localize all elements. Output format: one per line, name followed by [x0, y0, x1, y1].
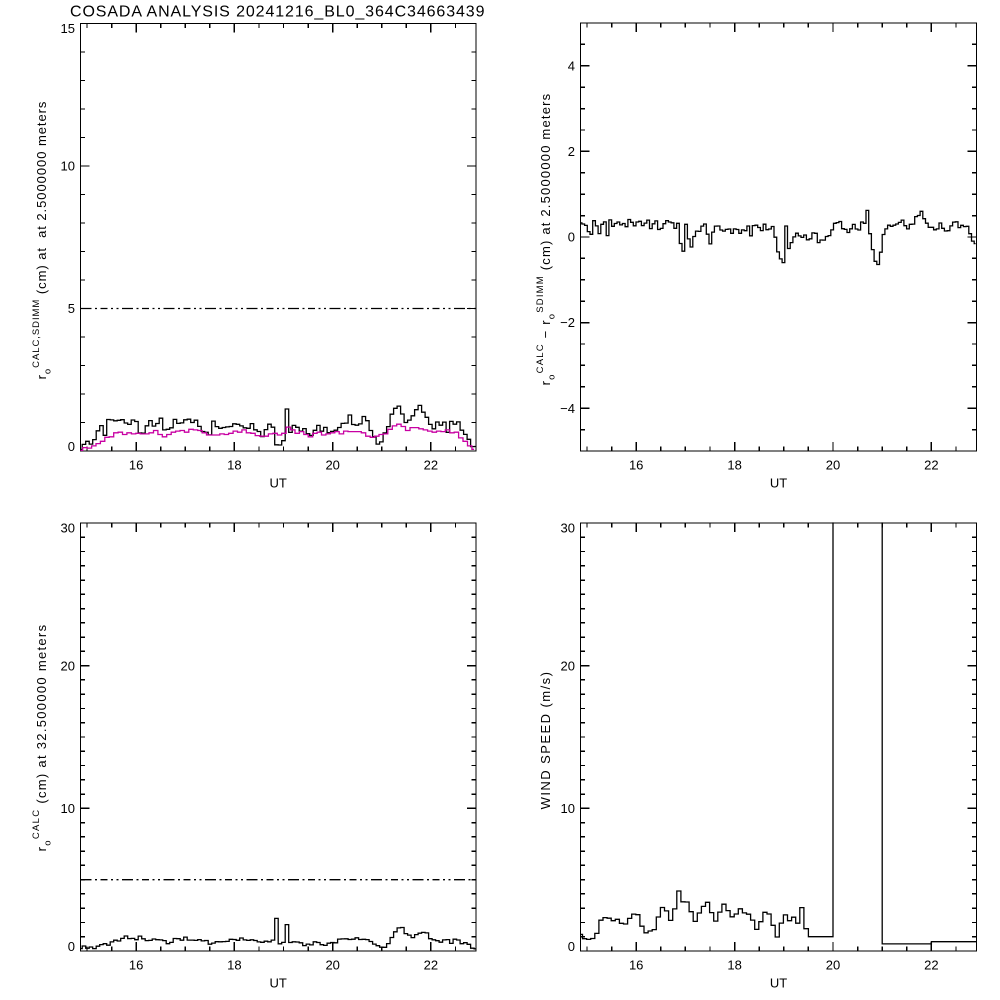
svg-text:20: 20	[61, 658, 75, 673]
svg-text:22: 22	[424, 958, 438, 973]
svg-text:15: 15	[61, 21, 75, 36]
svg-text:−4: −4	[560, 401, 575, 416]
svg-text:16: 16	[129, 958, 143, 973]
svg-text:10: 10	[61, 801, 75, 816]
svg-text:2: 2	[568, 144, 575, 159]
svg-text:ro​CALC​ − ro​SDIMM​ (cm) at 2: ro​CALC​ − ro​SDIMM​ (cm) at 2.5000000 m…	[535, 93, 558, 386]
svg-text:30: 30	[61, 520, 75, 535]
svg-text:0: 0	[68, 439, 75, 454]
svg-text:22: 22	[924, 958, 938, 973]
svg-text:5: 5	[68, 301, 75, 316]
svg-text:0: 0	[568, 230, 575, 245]
svg-text:18: 18	[227, 958, 241, 973]
svg-text:22: 22	[924, 458, 938, 473]
svg-text:18: 18	[227, 458, 241, 473]
svg-text:0: 0	[568, 939, 575, 954]
svg-text:22: 22	[424, 458, 438, 473]
svg-text:30: 30	[561, 520, 575, 535]
svg-text:20: 20	[826, 458, 840, 473]
svg-text:16: 16	[129, 458, 143, 473]
svg-text:20: 20	[325, 958, 339, 973]
svg-text:UT: UT	[270, 476, 287, 491]
svg-text:4: 4	[568, 58, 575, 73]
svg-text:16: 16	[629, 958, 643, 973]
svg-text:18: 18	[727, 958, 741, 973]
svg-text:UT: UT	[270, 976, 287, 991]
svg-text:10: 10	[561, 801, 575, 816]
svg-text:18: 18	[727, 458, 741, 473]
svg-text:UT: UT	[770, 476, 787, 491]
svg-text:20: 20	[561, 658, 575, 673]
svg-text:−2: −2	[560, 315, 575, 330]
svg-text:ro​CALC​ (cm) at 32.500000 met: ro​CALC​ (cm) at 32.500000 meters	[31, 624, 54, 852]
svg-text:0: 0	[68, 939, 75, 954]
svg-text:ro​CALC,SDIMM​ (cm) at at 2.5: ro​CALC,SDIMM​ (cm) at at 2.5000000 mete…	[31, 101, 54, 380]
svg-text:20: 20	[826, 958, 840, 973]
svg-text:16: 16	[629, 458, 643, 473]
svg-text:10: 10	[61, 159, 75, 174]
svg-text:WIND SPEED (m/s): WIND SPEED (m/s)	[538, 671, 553, 810]
svg-text:UT: UT	[770, 976, 787, 991]
svg-text:COSADA ANALYSIS 20241216_BL0_3: COSADA ANALYSIS 20241216_BL0_364C3466343…	[70, 4, 485, 21]
svg-text:20: 20	[325, 458, 339, 473]
